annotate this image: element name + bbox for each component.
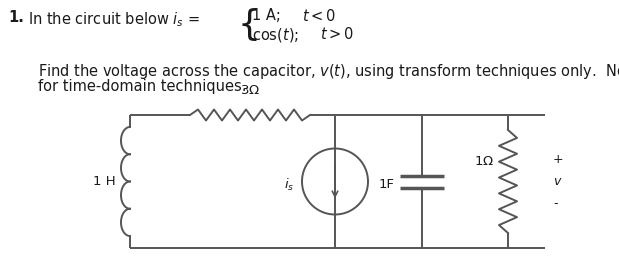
Text: Find the voltage across the capacitor, $v(t)$, using transform techniques only. : Find the voltage across the capacitor, $… — [38, 62, 619, 81]
Text: +: + — [553, 153, 564, 166]
Text: 3$\Omega$: 3$\Omega$ — [240, 84, 260, 97]
Text: 1 A;: 1 A; — [252, 8, 281, 23]
Text: v: v — [553, 175, 560, 188]
Text: for time-domain techniques.: for time-domain techniques. — [38, 79, 246, 94]
Text: $\cos(t)$;: $\cos(t)$; — [252, 26, 299, 44]
Text: $t > 0$: $t > 0$ — [320, 26, 354, 42]
Text: $i_s$: $i_s$ — [284, 176, 294, 193]
Text: 1F: 1F — [379, 178, 395, 191]
Text: 1 H: 1 H — [93, 175, 116, 188]
Text: $\{$: $\{$ — [237, 6, 258, 43]
Text: In the circuit below $i_s$ =: In the circuit below $i_s$ = — [28, 10, 200, 29]
Text: $t < 0$: $t < 0$ — [302, 8, 336, 24]
Text: 1.: 1. — [8, 10, 24, 25]
Text: 1$\Omega$: 1$\Omega$ — [474, 155, 494, 168]
Text: -: - — [553, 197, 558, 210]
